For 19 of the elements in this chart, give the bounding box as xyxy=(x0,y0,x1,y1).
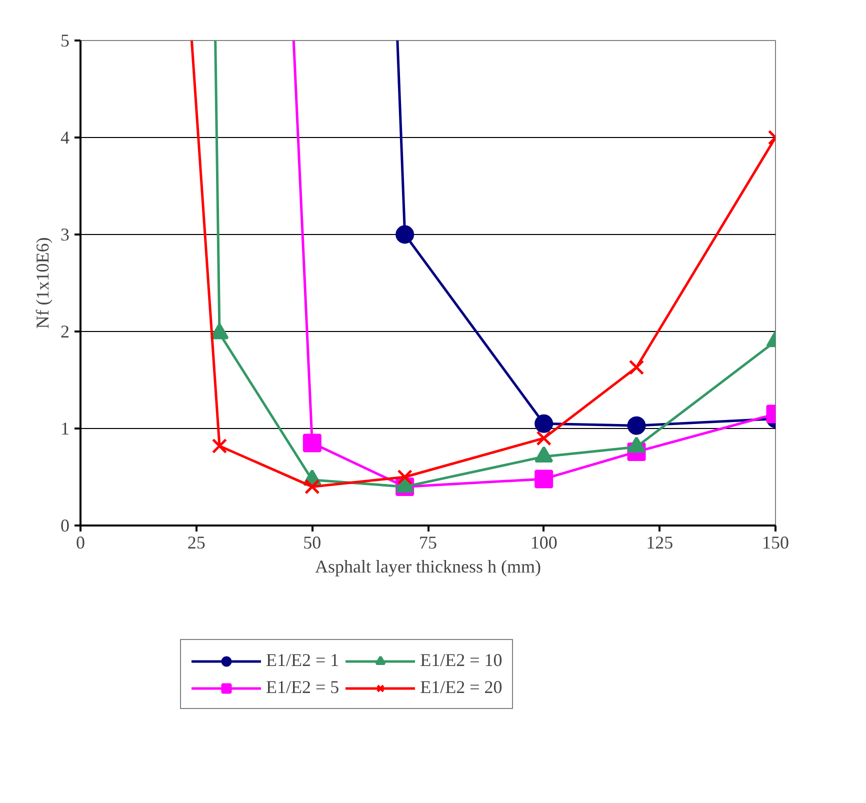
x-tick-label: 75 xyxy=(419,532,437,552)
y-tick-label: 2 xyxy=(60,322,70,342)
legend-label: E1/E2 = 20 xyxy=(420,677,502,698)
y-tick-label: 3 xyxy=(60,224,70,244)
y-tick-label: 4 xyxy=(60,128,70,148)
y-tick-label: 0 xyxy=(60,516,70,536)
y-axis-title: Nf (1x10E6) xyxy=(32,237,52,329)
y-tick-label: 1 xyxy=(60,418,70,438)
x-tick-label: 125 xyxy=(646,532,674,552)
x-tick-label: 150 xyxy=(762,532,789,552)
x-tick-label: 50 xyxy=(303,532,322,552)
y-tick-label: 5 xyxy=(60,30,70,50)
x-axis-title: Asphalt layer thickness h (mm) xyxy=(315,556,541,576)
x-tick-label: 100 xyxy=(530,532,558,552)
legend-label: E1/E2 = 1 xyxy=(266,650,340,671)
x-tick-label: 25 xyxy=(187,532,206,552)
legend-label: E1/E2 = 10 xyxy=(420,650,502,671)
legend-label: E1/E2 = 5 xyxy=(266,677,340,698)
x-tick-label: 0 xyxy=(76,532,85,552)
